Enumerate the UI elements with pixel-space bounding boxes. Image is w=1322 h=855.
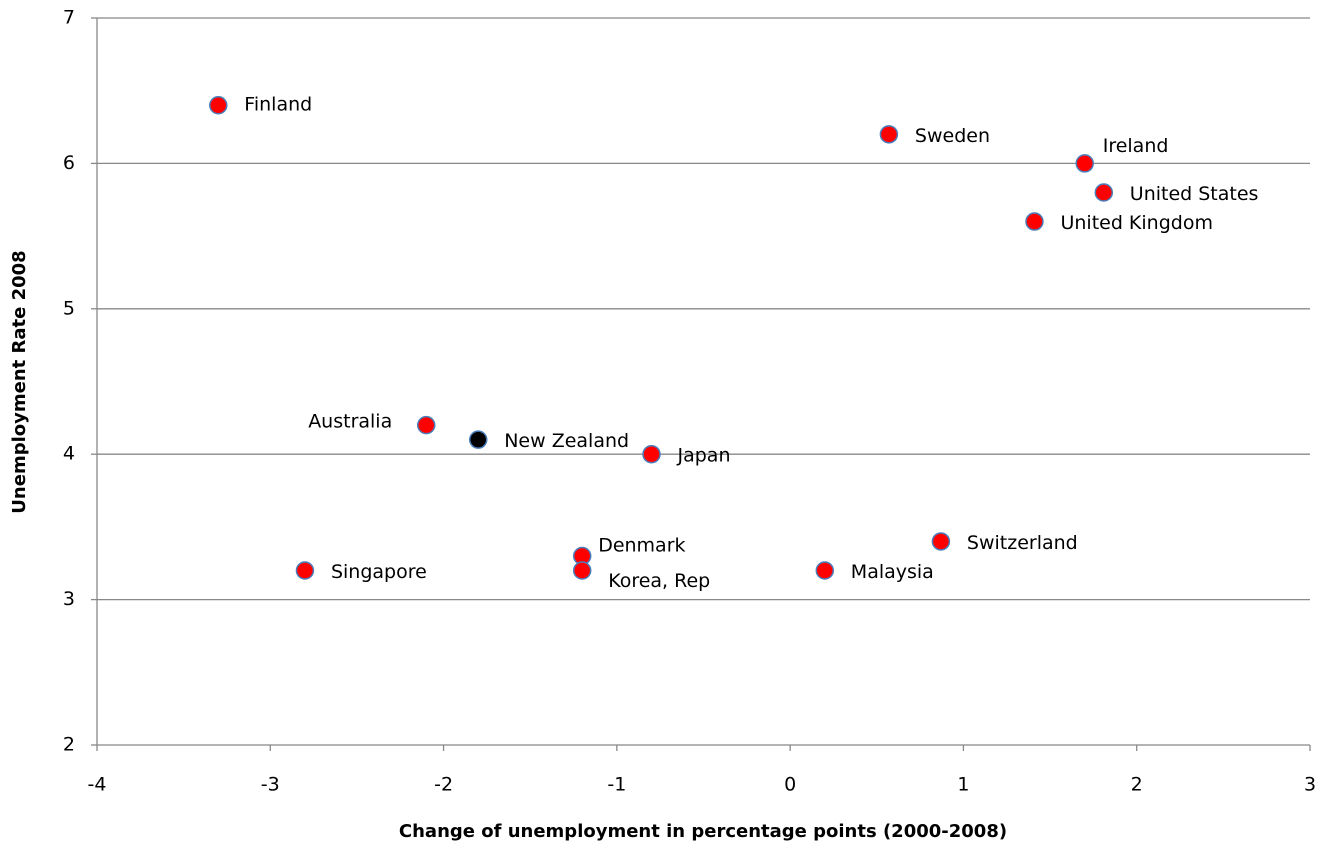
x-axis-label: Change of unemployment in percentage poi… [399,821,1007,842]
point [642,444,661,464]
y-tick-label: 3 [63,588,75,610]
point-label: Sweden [915,125,990,147]
x-tick-label: 2 [1131,774,1143,796]
point-label: Finland [244,94,312,116]
point [416,415,436,435]
point-label: Singapore [331,561,427,583]
point-label: Japan [677,445,731,467]
point-label: United Kingdom [1060,212,1213,234]
point [879,125,899,144]
point [1025,212,1044,231]
y-tick-label: 6 [63,152,75,174]
y-axis-label: Unemployment Rate 2008 [9,250,30,513]
x-tick-label: 1 [957,774,969,796]
point-label: Australia [308,411,392,433]
point [1075,154,1094,173]
y-tick-label: 5 [63,297,75,319]
point-label: Switzerland [967,532,1078,554]
y-tick-label: 7 [63,7,75,29]
point [931,532,951,551]
point-label: New Zealand [504,430,629,452]
point-label: Denmark [598,534,685,556]
point [572,561,592,580]
point-label: United States [1130,183,1259,205]
point [815,561,835,580]
x-tick-label: -3 [261,774,280,796]
y-tick-label: 2 [63,734,75,756]
point [295,561,315,580]
x-tick-label: 3 [1304,774,1316,796]
y-tick-label: 4 [63,443,75,465]
x-tick-label: 0 [784,774,796,796]
point-label: Ireland [1103,135,1169,157]
point [468,430,488,449]
point-label: Korea, Rep [608,570,710,592]
x-tick-label: -4 [88,774,107,796]
x-tick-label: -2 [434,774,453,796]
point [1094,183,1114,202]
point [209,95,228,115]
x-tick-label: -1 [607,774,626,796]
point-label: Malaysia [851,561,934,583]
